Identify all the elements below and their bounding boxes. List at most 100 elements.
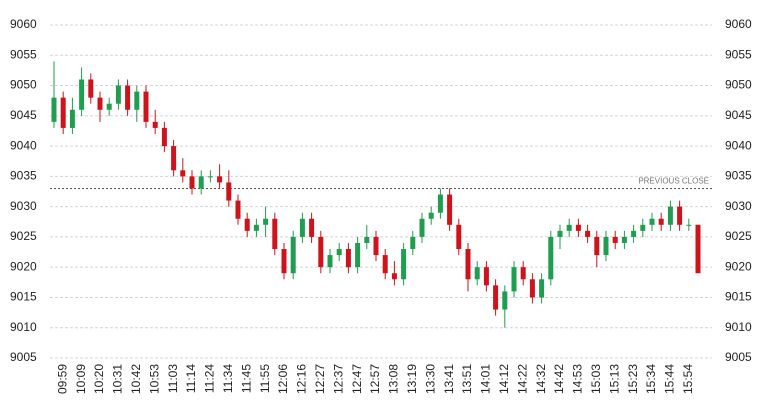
candle-body bbox=[253, 224, 259, 231]
candle-body bbox=[207, 176, 213, 178]
candle-body bbox=[373, 236, 379, 256]
x-tick-label: 14:12 bbox=[497, 364, 511, 394]
x-tick-label: 15:44 bbox=[663, 364, 677, 394]
y-tick-label-left: 9015 bbox=[10, 290, 37, 304]
y-tick-label-right: 9040 bbox=[725, 138, 752, 152]
y-tick-label-left: 9025 bbox=[10, 229, 37, 243]
y-tick-label-right: 9010 bbox=[725, 320, 752, 334]
candle-body bbox=[437, 194, 443, 213]
candle-body bbox=[493, 285, 499, 310]
candle-body bbox=[79, 79, 85, 110]
x-tick-label: 13:41 bbox=[442, 364, 456, 394]
candle-body bbox=[134, 91, 140, 110]
y-tick-label-left: 9005 bbox=[10, 350, 37, 364]
candle-body bbox=[281, 249, 287, 274]
candle-body bbox=[198, 176, 204, 189]
y-tick-label-left: 9060 bbox=[10, 17, 37, 31]
x-tick-label: 13:08 bbox=[387, 364, 401, 394]
candle-body bbox=[575, 224, 581, 231]
y-tick-label-right: 9015 bbox=[725, 290, 752, 304]
candle-body bbox=[69, 109, 75, 128]
candle-body bbox=[447, 194, 453, 225]
x-tick-label: 10:09 bbox=[74, 364, 88, 394]
candle-body bbox=[318, 236, 324, 268]
x-tick-label: 12:37 bbox=[331, 364, 345, 394]
candle-body bbox=[621, 236, 627, 243]
candle-body bbox=[667, 206, 673, 225]
candle-body bbox=[51, 97, 57, 122]
y-tick-label-right: 9045 bbox=[725, 108, 752, 122]
candle-body bbox=[217, 176, 223, 183]
candle-body bbox=[235, 200, 241, 219]
candle-body bbox=[419, 218, 425, 237]
y-tick-label-left: 9020 bbox=[10, 259, 37, 273]
candle-body bbox=[410, 236, 416, 250]
previous-close-label: PREVIOUS CLOSE bbox=[638, 177, 709, 186]
y-tick-label-left: 9010 bbox=[10, 320, 37, 334]
candle-body bbox=[97, 97, 103, 110]
x-tick-label: 11:45 bbox=[239, 364, 253, 393]
candle-body bbox=[529, 279, 535, 298]
x-tick-label: 12:57 bbox=[368, 364, 382, 394]
x-tick-label: 11:03 bbox=[166, 364, 180, 393]
candle-body bbox=[585, 230, 591, 237]
y-tick-label-left: 9045 bbox=[10, 108, 37, 122]
candle-body bbox=[152, 121, 158, 128]
y-tick-label-right: 9050 bbox=[725, 78, 752, 92]
x-tick-label: 11:24 bbox=[203, 364, 217, 393]
x-tick-label: 10:53 bbox=[147, 364, 161, 394]
candle-body bbox=[539, 279, 545, 298]
candle-body bbox=[612, 236, 618, 243]
y-tick-label-left: 9030 bbox=[10, 199, 37, 213]
x-tick-label: 14:53 bbox=[571, 364, 585, 394]
candle-body bbox=[263, 218, 269, 225]
y-tick-label-right: 9035 bbox=[725, 169, 752, 183]
x-tick-label: 10:31 bbox=[111, 364, 125, 394]
y-tick-label-right: 9060 bbox=[725, 17, 752, 31]
x-tick-label: 12:16 bbox=[295, 364, 309, 394]
candle-body bbox=[327, 255, 333, 268]
candle-body bbox=[309, 218, 315, 237]
candle-body bbox=[115, 85, 121, 104]
candle-body bbox=[161, 127, 167, 147]
x-tick-label: 13:30 bbox=[423, 364, 437, 394]
candle-body bbox=[171, 146, 177, 171]
y-tick-label-right: 9055 bbox=[725, 47, 752, 61]
candle-body bbox=[226, 182, 232, 201]
x-tick-label: 14:42 bbox=[552, 364, 566, 394]
candle-body bbox=[511, 267, 517, 292]
candle-body bbox=[391, 273, 397, 280]
candle-body bbox=[244, 218, 250, 231]
candle-body bbox=[106, 103, 112, 110]
y-tick-label-left: 9040 bbox=[10, 138, 37, 152]
candle-body bbox=[290, 236, 296, 274]
candle-body bbox=[594, 236, 600, 256]
y-tick-label-left: 9035 bbox=[10, 169, 37, 183]
candle-body bbox=[658, 218, 664, 225]
x-tick-label: 10:42 bbox=[129, 364, 143, 394]
candle-body bbox=[299, 218, 305, 237]
x-tick-label: 14:32 bbox=[534, 364, 548, 394]
x-tick-label: 15:03 bbox=[589, 364, 603, 394]
x-tick-label: 15:54 bbox=[681, 364, 695, 394]
candle-body bbox=[364, 236, 370, 243]
candle-body bbox=[143, 91, 149, 122]
candle-body bbox=[631, 230, 637, 237]
y-tick-label-right: 9030 bbox=[725, 199, 752, 213]
candle-body bbox=[60, 97, 66, 128]
x-tick-label: 14:01 bbox=[479, 364, 493, 394]
x-tick-label: 12:06 bbox=[276, 364, 290, 394]
candle-body bbox=[272, 218, 278, 250]
y-tick-label-right: 9025 bbox=[725, 229, 752, 243]
candle-body bbox=[345, 249, 351, 268]
candle-body bbox=[189, 176, 195, 189]
x-tick-label: 15:13 bbox=[607, 364, 621, 394]
candle-body bbox=[520, 267, 526, 280]
candle-body bbox=[695, 224, 701, 274]
y-tick-label-left: 9050 bbox=[10, 78, 37, 92]
y-tick-label-right: 9020 bbox=[725, 259, 752, 273]
x-tick-label: 11:34 bbox=[221, 364, 235, 393]
x-tick-label: 10:20 bbox=[92, 364, 106, 394]
candle-body bbox=[566, 224, 572, 231]
candle-body bbox=[428, 212, 434, 219]
